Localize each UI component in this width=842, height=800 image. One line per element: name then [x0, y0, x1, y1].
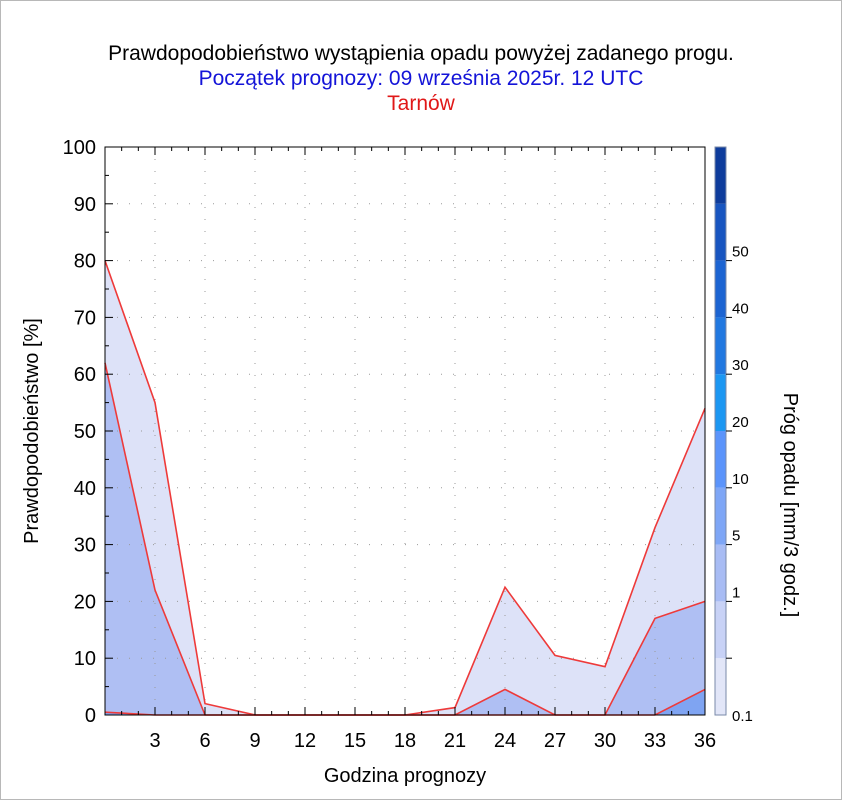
colorbar-label: 30	[732, 357, 749, 374]
x-tick-label: 15	[344, 730, 366, 752]
grid-lines	[105, 147, 705, 715]
x-tick-label: 9	[249, 730, 260, 752]
y-tick-label: 90	[74, 194, 96, 216]
colorbar-segment	[715, 317, 726, 375]
y-tick-label: 0	[85, 705, 96, 727]
colorbar-segment	[715, 431, 726, 488]
y-tick-label: 80	[74, 251, 96, 273]
chart-location: Tarnów	[387, 92, 455, 115]
colorbar-segment	[715, 601, 726, 659]
colorbar-segment	[715, 544, 726, 602]
colorbar-label: 10	[732, 471, 749, 488]
colorbar-segment	[715, 203, 726, 261]
colorbar-segment	[715, 147, 726, 204]
colorbar-segment	[715, 374, 726, 431]
x-tick-label: 18	[394, 730, 416, 752]
x-tick-label: 21	[444, 730, 466, 752]
colorbar-label: 40	[732, 300, 749, 317]
probability-areas	[105, 260, 705, 715]
x-tick-label: 6	[199, 730, 210, 752]
y-tick-label: 70	[74, 307, 96, 329]
colorbar-segment	[715, 260, 726, 318]
y-tick-label: 100	[63, 137, 96, 159]
y-tick-label: 20	[74, 591, 96, 613]
colorbar	[714, 146, 732, 716]
area-threshold-1	[105, 362, 705, 715]
y-tick-label: 40	[74, 478, 96, 500]
x-tick-labels: 3 6 9 12 15 18 21 24 27 30 33 36	[149, 730, 716, 752]
colorbar-labels: 0.1 1 5 10 20 30 40 50	[732, 244, 753, 725]
y-axis-label: Prawdopodobieństwo [%]	[21, 318, 43, 544]
colorbar-segment	[715, 487, 726, 545]
colorbar-label: 1	[732, 584, 740, 601]
chart-title: Prawdopodobieństwo wystąpienia opadu pow…	[108, 42, 734, 65]
x-axis-label: Godzina prognozy	[324, 765, 486, 787]
y-tick-label: 30	[74, 535, 96, 557]
x-tick-label: 12	[294, 730, 316, 752]
x-tick-label: 30	[594, 730, 616, 752]
x-tick-label: 36	[694, 730, 716, 752]
colorbar-segment	[715, 658, 726, 715]
colorbar-label: 50	[732, 244, 749, 261]
colorbar-label: 20	[732, 414, 749, 431]
axis-ticks	[105, 147, 689, 715]
colorbar-label: 5	[732, 528, 740, 545]
y-tick-label: 50	[74, 421, 96, 443]
x-tick-label: 24	[494, 730, 516, 752]
colorbar-label: 0.1	[732, 708, 753, 725]
x-tick-label: 27	[544, 730, 566, 752]
y-tick-label: 10	[74, 648, 96, 670]
chart-subtitle: Początek prognozy: 09 września 2025r. 12…	[198, 67, 644, 90]
y-tick-labels: 0 10 20 30 40 50 60 70 80 90 100	[63, 137, 96, 727]
colorbar-label: Próg opadu [mm/3 godz.]	[779, 393, 801, 618]
x-tick-label: 3	[149, 730, 160, 752]
y-tick-label: 60	[74, 364, 96, 386]
x-tick-label: 33	[644, 730, 666, 752]
